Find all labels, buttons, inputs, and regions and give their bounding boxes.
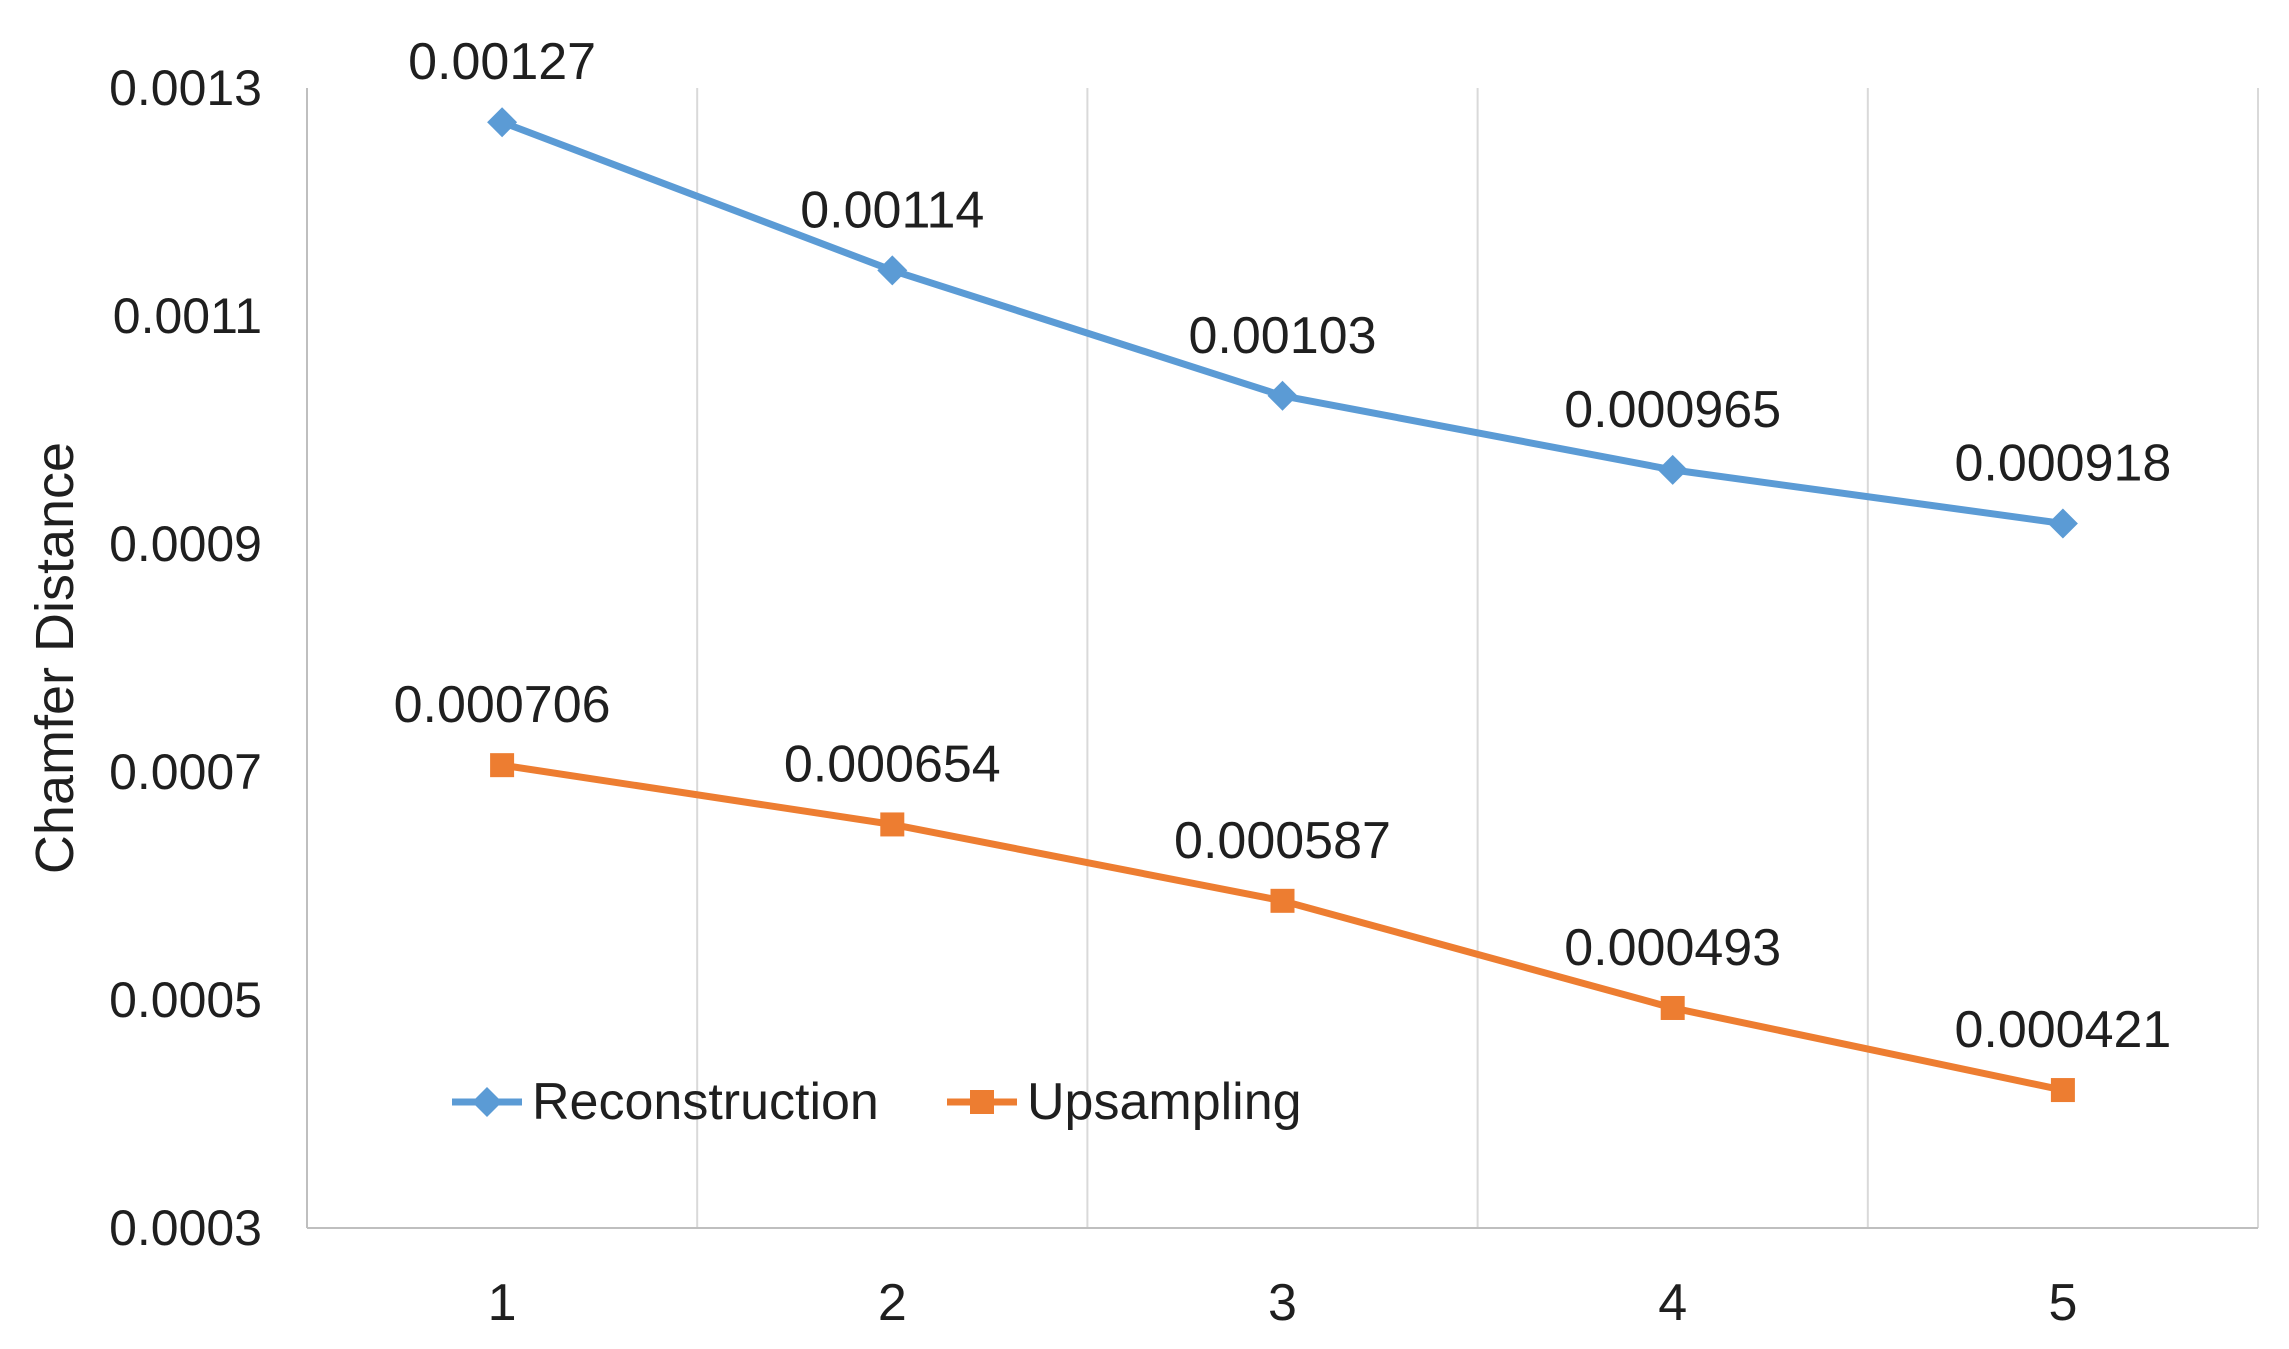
y-tick-label: 0.0003 xyxy=(109,1200,262,1256)
data-label: 0.000706 xyxy=(394,676,611,734)
data-label: 0.000421 xyxy=(1954,1001,2171,1059)
data-point-marker-reconstruction xyxy=(1657,454,1688,485)
data-point-marker-upsampling xyxy=(880,812,905,837)
series-reconstruction: 0.00127 0.00114 0.00103 0.000965 0.000918 xyxy=(408,33,2171,539)
legend-label-upsampling: Upsampling xyxy=(1027,1073,1302,1131)
data-label: 0.000654 xyxy=(784,735,1001,793)
data-label: 0.000918 xyxy=(1954,434,2171,492)
y-axis-title: Chamfer Distance xyxy=(25,442,85,874)
y-tick-label: 0.0013 xyxy=(109,60,262,116)
x-tick-label: 4 xyxy=(1658,1274,1687,1332)
data-point-marker-reconstruction xyxy=(487,107,518,138)
x-tick-label: 2 xyxy=(878,1274,907,1332)
series-upsampling: 0.000706 0.000654 0.000587 0.000493 0.000421 xyxy=(394,676,2171,1103)
data-label: 0.000587 xyxy=(1174,812,1391,870)
data-point-marker-upsampling xyxy=(1660,995,1685,1020)
y-tick-label: 0.0005 xyxy=(109,972,262,1028)
legend-marker-upsampling-icon xyxy=(970,1090,994,1114)
data-label: 0.000493 xyxy=(1564,919,1781,977)
legend-item-reconstruction: Reconstruction xyxy=(452,1073,879,1131)
data-point-marker-upsampling xyxy=(490,753,515,778)
data-point-marker-upsampling xyxy=(2050,1078,2075,1103)
data-point-marker-reconstruction xyxy=(1267,380,1298,411)
data-label: 0.00127 xyxy=(408,33,596,91)
data-point-marker-upsampling xyxy=(1270,888,1295,913)
legend: Reconstruction Upsampling xyxy=(452,1073,1302,1131)
y-tick-label: 0.0009 xyxy=(109,516,262,572)
legend-marker-reconstruction-icon xyxy=(472,1087,502,1117)
data-point-marker-reconstruction xyxy=(877,255,908,286)
x-tick-label: 5 xyxy=(2048,1274,2077,1332)
y-tick-label: 0.0011 xyxy=(113,288,262,344)
data-point-marker-reconstruction xyxy=(2047,508,2078,539)
legend-label-reconstruction: Reconstruction xyxy=(532,1073,879,1131)
x-tick-label: 3 xyxy=(1268,1274,1297,1332)
y-tick-label: 0.0007 xyxy=(109,744,262,800)
data-label: 0.000965 xyxy=(1564,381,1781,439)
x-tick-label: 1 xyxy=(488,1274,517,1332)
data-label: 0.00114 xyxy=(800,181,984,239)
legend-item-upsampling: Upsampling xyxy=(947,1073,1302,1131)
data-label: 0.00103 xyxy=(1189,307,1377,365)
